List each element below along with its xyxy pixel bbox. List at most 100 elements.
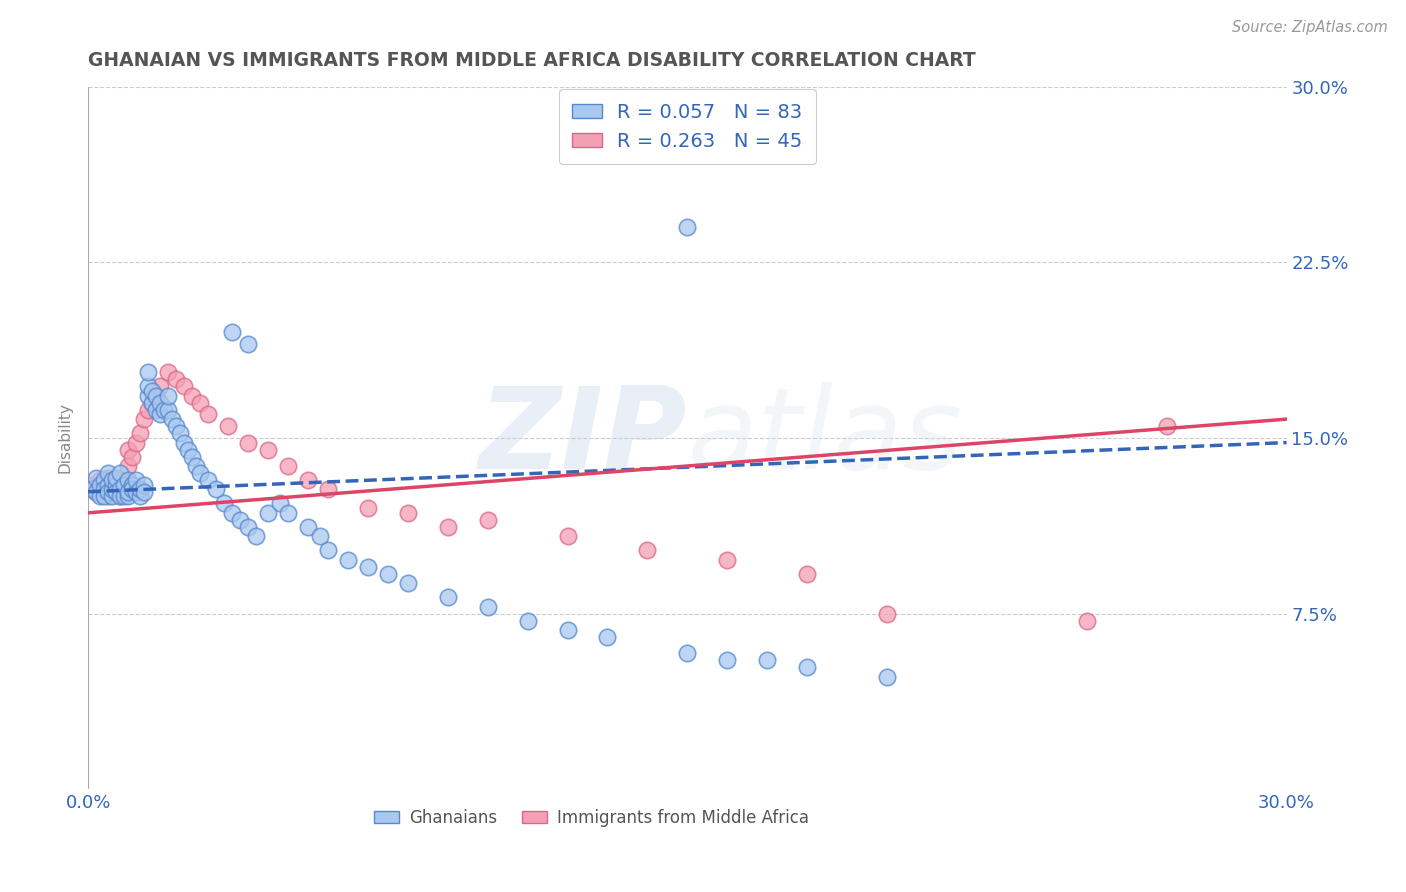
Point bbox=[101, 483, 124, 497]
Point bbox=[149, 379, 172, 393]
Point bbox=[357, 559, 380, 574]
Point bbox=[157, 389, 180, 403]
Point bbox=[93, 490, 115, 504]
Point bbox=[157, 365, 180, 379]
Point bbox=[236, 435, 259, 450]
Point bbox=[165, 419, 187, 434]
Point bbox=[184, 458, 207, 473]
Point bbox=[153, 402, 176, 417]
Point bbox=[112, 490, 135, 504]
Point bbox=[221, 326, 243, 340]
Point bbox=[121, 477, 143, 491]
Point bbox=[89, 477, 111, 491]
Point bbox=[105, 477, 128, 491]
Point bbox=[316, 483, 339, 497]
Point bbox=[129, 426, 152, 441]
Point bbox=[160, 412, 183, 426]
Point bbox=[165, 372, 187, 386]
Point bbox=[236, 337, 259, 351]
Point bbox=[188, 466, 211, 480]
Point bbox=[112, 477, 135, 491]
Point bbox=[117, 442, 139, 457]
Point bbox=[221, 506, 243, 520]
Point bbox=[436, 520, 458, 534]
Point bbox=[197, 473, 219, 487]
Point bbox=[136, 365, 159, 379]
Point bbox=[136, 389, 159, 403]
Point bbox=[396, 576, 419, 591]
Point bbox=[796, 566, 818, 581]
Point bbox=[93, 483, 115, 497]
Point bbox=[101, 483, 124, 497]
Point bbox=[229, 513, 252, 527]
Point bbox=[108, 490, 131, 504]
Point bbox=[257, 506, 280, 520]
Point bbox=[876, 607, 898, 621]
Point bbox=[876, 670, 898, 684]
Point bbox=[236, 520, 259, 534]
Point bbox=[516, 614, 538, 628]
Point bbox=[396, 506, 419, 520]
Point bbox=[1076, 614, 1098, 628]
Text: GHANAIAN VS IMMIGRANTS FROM MIDDLE AFRICA DISABILITY CORRELATION CHART: GHANAIAN VS IMMIGRANTS FROM MIDDLE AFRIC… bbox=[89, 51, 976, 70]
Point bbox=[596, 630, 619, 644]
Point bbox=[108, 490, 131, 504]
Point bbox=[129, 483, 152, 497]
Point bbox=[129, 490, 152, 504]
Text: Source: ZipAtlas.com: Source: ZipAtlas.com bbox=[1232, 20, 1388, 35]
Point bbox=[188, 395, 211, 409]
Point bbox=[557, 623, 579, 637]
Point bbox=[82, 477, 104, 491]
Point bbox=[93, 483, 115, 497]
Point bbox=[205, 483, 228, 497]
Point bbox=[117, 458, 139, 473]
Point bbox=[84, 484, 107, 499]
Point bbox=[89, 490, 111, 504]
Point bbox=[477, 599, 499, 614]
Point bbox=[101, 490, 124, 504]
Point bbox=[97, 466, 120, 480]
Point bbox=[177, 442, 200, 457]
Point bbox=[112, 483, 135, 497]
Point bbox=[676, 220, 699, 235]
Point bbox=[82, 483, 104, 497]
Point bbox=[212, 496, 235, 510]
Point bbox=[132, 412, 155, 426]
Point bbox=[277, 506, 299, 520]
Point bbox=[149, 408, 172, 422]
Point bbox=[89, 473, 111, 487]
Point bbox=[636, 543, 658, 558]
Point bbox=[145, 389, 167, 403]
Point bbox=[297, 520, 319, 534]
Point bbox=[377, 566, 399, 581]
Point bbox=[1156, 419, 1178, 434]
Point bbox=[125, 484, 148, 499]
Point bbox=[336, 552, 359, 566]
Point bbox=[105, 477, 128, 491]
Point bbox=[269, 496, 291, 510]
Point bbox=[436, 590, 458, 604]
Point bbox=[716, 552, 738, 566]
Text: ZIP: ZIP bbox=[479, 383, 688, 493]
Text: atlas: atlas bbox=[688, 383, 963, 493]
Point bbox=[716, 653, 738, 667]
Point bbox=[97, 471, 120, 485]
Point bbox=[145, 402, 167, 417]
Point bbox=[121, 483, 143, 497]
Point bbox=[197, 408, 219, 422]
Point bbox=[245, 529, 267, 543]
Point bbox=[141, 384, 163, 398]
Point bbox=[141, 395, 163, 409]
Point bbox=[117, 490, 139, 504]
Point bbox=[117, 484, 139, 499]
Point bbox=[756, 653, 779, 667]
Point bbox=[108, 473, 131, 487]
Point bbox=[477, 513, 499, 527]
Point bbox=[676, 646, 699, 660]
Point bbox=[141, 395, 163, 409]
Point bbox=[181, 389, 204, 403]
Point bbox=[132, 484, 155, 499]
Point bbox=[316, 543, 339, 558]
Point bbox=[796, 660, 818, 674]
Point bbox=[97, 477, 120, 491]
